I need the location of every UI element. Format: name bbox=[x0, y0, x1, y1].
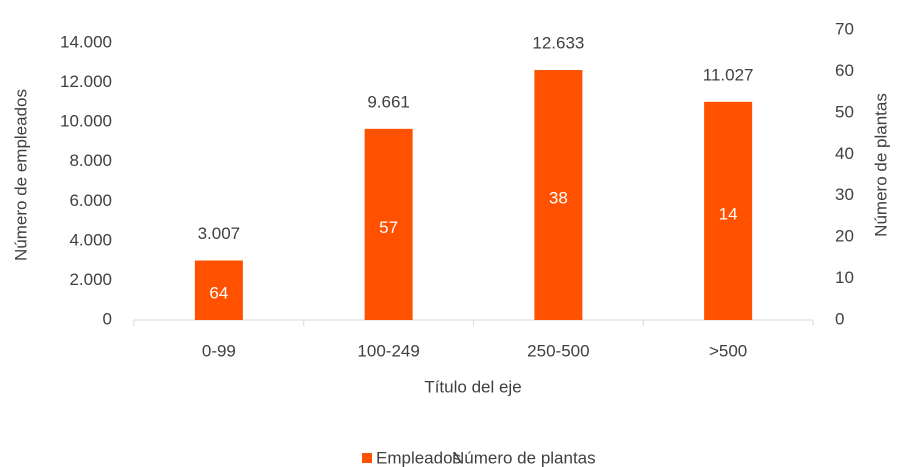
y-tick-label: 0 bbox=[103, 309, 112, 328]
y-tick-label: 2.000 bbox=[69, 270, 112, 289]
x-tick-label: 250-500 bbox=[527, 341, 589, 360]
bar bbox=[194, 260, 243, 320]
x-tick-label: 100-249 bbox=[357, 341, 419, 360]
y-axis-title: Número de empleados bbox=[11, 89, 30, 261]
plant-label: 64 bbox=[209, 284, 228, 303]
y-tick-label: 8.000 bbox=[69, 151, 112, 170]
x-axis-title: Título del eje bbox=[424, 377, 521, 396]
y2-tick-label: 70 bbox=[835, 19, 854, 38]
plant-label: 14 bbox=[719, 204, 738, 223]
y2-axis-title: Número de plantas bbox=[871, 93, 890, 237]
y2-tick-label: 60 bbox=[835, 61, 854, 80]
y-tick-label: 4.000 bbox=[69, 230, 112, 249]
value-label: 3.007 bbox=[198, 224, 241, 243]
bar bbox=[364, 128, 413, 320]
plant-label: 38 bbox=[549, 189, 568, 208]
value-label: 9.661 bbox=[367, 92, 410, 111]
y2-tick-label: 30 bbox=[835, 185, 854, 204]
legend-label: Número de plantas bbox=[452, 448, 596, 467]
y2-tick-label: 10 bbox=[835, 268, 854, 287]
bar bbox=[704, 101, 753, 320]
y-tick-label: 6.000 bbox=[69, 191, 112, 210]
value-label: 12.633 bbox=[532, 34, 584, 53]
plant-label: 57 bbox=[379, 218, 398, 237]
plant-point bbox=[217, 53, 221, 57]
plant-point bbox=[387, 82, 391, 86]
y-tick-label: 10.000 bbox=[60, 112, 112, 131]
y-tick-label: 12.000 bbox=[60, 72, 112, 91]
legend-label: Empleados bbox=[376, 448, 461, 467]
y-tick-label: 14.000 bbox=[60, 32, 112, 51]
y2-tick-label: 20 bbox=[835, 227, 854, 246]
x-tick-label: >500 bbox=[709, 341, 747, 360]
bar bbox=[534, 70, 583, 320]
y2-tick-label: 50 bbox=[835, 102, 854, 121]
y2-tick-label: 0 bbox=[835, 309, 844, 328]
x-tick-label: 0-99 bbox=[202, 341, 236, 360]
legend-swatch bbox=[362, 453, 372, 463]
value-label: 11.027 bbox=[703, 65, 754, 84]
y2-tick-label: 40 bbox=[835, 144, 854, 163]
